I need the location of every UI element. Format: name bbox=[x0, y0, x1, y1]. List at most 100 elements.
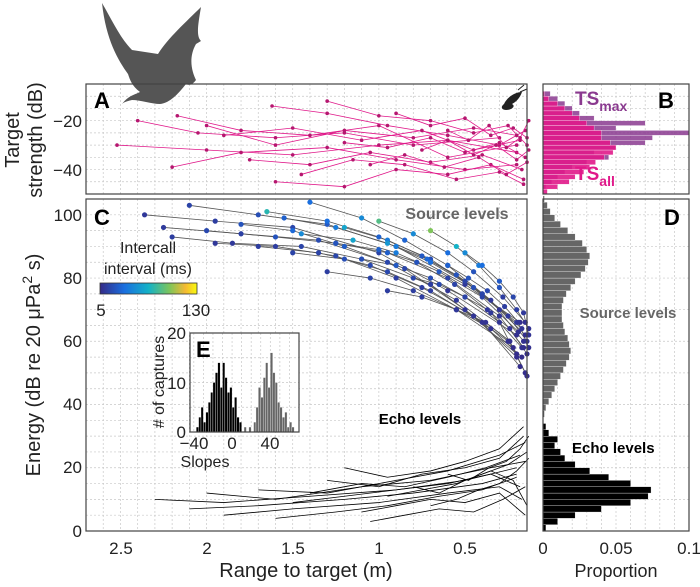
prop-tick-label: 0.05 bbox=[599, 539, 632, 558]
ts-point bbox=[420, 128, 424, 133]
source-track-line bbox=[163, 227, 511, 342]
panel-c-frame bbox=[85, 198, 528, 532]
ts-point bbox=[239, 128, 243, 133]
e-x-tick-label: 0 bbox=[227, 434, 236, 453]
ts-point bbox=[463, 150, 467, 155]
source-point bbox=[402, 265, 408, 272]
source-slope-bar bbox=[260, 397, 264, 433]
source-point bbox=[488, 310, 494, 316]
source-point bbox=[520, 310, 527, 316]
source-point bbox=[462, 250, 468, 256]
echo-slope-bar bbox=[227, 392, 230, 433]
source-point bbox=[436, 281, 442, 287]
echo-level-bar bbox=[542, 473, 609, 481]
source-slope-bar bbox=[270, 352, 273, 433]
source-point bbox=[264, 209, 270, 215]
source-point bbox=[507, 338, 513, 344]
ts-point bbox=[299, 172, 304, 177]
source-slope-bar bbox=[253, 421, 257, 433]
ts-point bbox=[170, 165, 174, 169]
e-x-tick-label: −40 bbox=[180, 434, 209, 453]
panel-a-frame bbox=[85, 83, 528, 195]
source-point bbox=[393, 262, 399, 268]
ts-point bbox=[325, 111, 329, 116]
source-point bbox=[470, 284, 477, 291]
ts-point bbox=[175, 113, 180, 118]
proportion-axis-label: Proportion bbox=[574, 561, 657, 581]
source-level-bar bbox=[542, 379, 558, 386]
source-point bbox=[488, 326, 494, 332]
source-point bbox=[393, 250, 399, 256]
source-level-bar bbox=[542, 347, 571, 355]
ts-point bbox=[504, 172, 509, 177]
source-level-bar bbox=[542, 258, 589, 266]
source-level-bar bbox=[542, 277, 576, 285]
echo-slope-bar bbox=[196, 426, 199, 433]
source-slope-bar bbox=[284, 412, 288, 433]
panel-d-frame bbox=[542, 198, 690, 532]
c-y-tick-label: 60 bbox=[63, 332, 82, 351]
source-levels-label-c: Source levels bbox=[405, 206, 508, 223]
source-level-bar bbox=[542, 360, 567, 367]
source-point bbox=[298, 243, 304, 250]
source-level-bar bbox=[542, 328, 566, 336]
c-y-tick-label: 80 bbox=[63, 269, 82, 288]
source-point bbox=[424, 256, 430, 262]
echo-level-bar bbox=[542, 442, 555, 449]
ts-point bbox=[518, 135, 522, 140]
echo-level-bar bbox=[542, 448, 561, 456]
source-track-line bbox=[172, 236, 509, 342]
ts-point bbox=[514, 143, 519, 147]
ts-point bbox=[270, 104, 274, 108]
source-point bbox=[212, 218, 218, 224]
ts-point bbox=[445, 155, 450, 160]
ts-point bbox=[411, 143, 416, 147]
ts-point bbox=[466, 138, 471, 143]
ts-point bbox=[471, 153, 476, 157]
source-point bbox=[281, 215, 287, 221]
ts-point bbox=[428, 118, 433, 123]
source-level-bar bbox=[542, 252, 590, 260]
source-track-line bbox=[378, 220, 526, 323]
x-tick-label: 1.5 bbox=[281, 539, 305, 558]
ts-all-bar bbox=[542, 105, 566, 112]
source-point bbox=[169, 234, 175, 240]
ts-point bbox=[308, 133, 312, 138]
echo-level-bar bbox=[542, 518, 558, 525]
ts-point bbox=[445, 172, 450, 177]
ts-track-line bbox=[421, 139, 529, 161]
c-y-tick-label: 0 bbox=[73, 522, 82, 541]
source-track-line bbox=[361, 258, 526, 374]
source-point bbox=[324, 218, 330, 224]
source-point bbox=[502, 303, 508, 310]
source-point bbox=[333, 240, 339, 246]
source-track-line bbox=[309, 201, 524, 342]
ts-point bbox=[247, 157, 252, 162]
echo-track-line bbox=[370, 486, 526, 522]
echo-slope-bar bbox=[229, 387, 233, 433]
echo-track-line bbox=[223, 486, 523, 516]
ts-point bbox=[487, 123, 491, 128]
ts-point bbox=[402, 153, 407, 157]
source-point bbox=[160, 224, 167, 231]
ts-point bbox=[359, 138, 364, 143]
ts-point bbox=[368, 150, 373, 155]
echo-track-line bbox=[361, 492, 526, 516]
ts-point bbox=[489, 133, 493, 138]
ts-max-label: TSmax bbox=[575, 89, 628, 114]
source-level-bar bbox=[542, 296, 564, 304]
source-point bbox=[479, 262, 485, 268]
ts-point bbox=[511, 126, 516, 130]
e-x-tick-label: 40 bbox=[261, 434, 280, 453]
c-y-tick-label: 100 bbox=[54, 206, 82, 225]
panel-label-e: E bbox=[196, 337, 211, 362]
source-track-line bbox=[430, 230, 530, 329]
source-point bbox=[453, 307, 459, 313]
source-level-bar bbox=[542, 271, 582, 279]
source-point bbox=[290, 250, 296, 256]
colorbar-max-label: 130 bbox=[182, 301, 210, 320]
source-point bbox=[505, 313, 511, 319]
ts-point bbox=[520, 167, 524, 172]
ts-point bbox=[135, 118, 140, 123]
